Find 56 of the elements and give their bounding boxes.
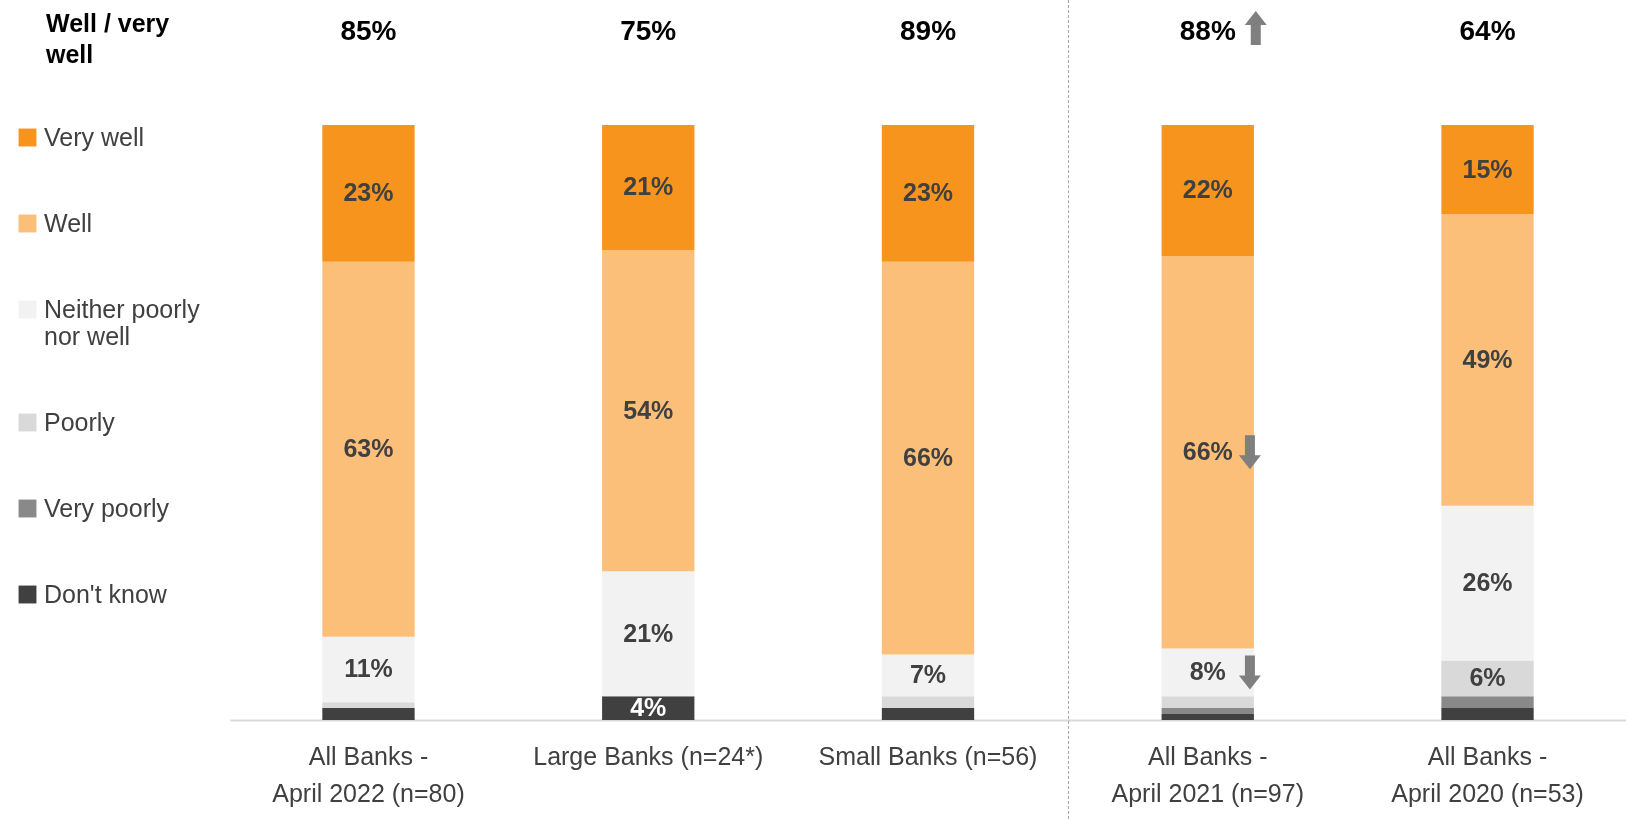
data-label: 21% xyxy=(623,618,674,647)
bar xyxy=(881,261,975,655)
x-tick-label: All Banks - April 2021 (n=97) xyxy=(1111,741,1304,807)
bar xyxy=(1161,255,1254,649)
bar xyxy=(1441,696,1534,709)
legend-label: Don't know xyxy=(44,579,168,608)
bar xyxy=(1441,214,1534,506)
text: 85% xyxy=(340,15,397,46)
bar xyxy=(322,708,415,720)
bar xyxy=(602,249,695,572)
data-label: 54% xyxy=(623,395,674,424)
data-label: 49% xyxy=(1462,345,1513,374)
data-label: 4% xyxy=(630,693,667,722)
text: 64% xyxy=(1459,15,1516,46)
data-label: 26% xyxy=(1462,568,1513,597)
data-label: 7% xyxy=(909,660,947,689)
bar xyxy=(602,125,695,250)
text: 89% xyxy=(899,15,957,46)
bar xyxy=(322,125,415,262)
x-tick-label: Small Banks (n=56) xyxy=(818,741,1038,770)
x-tick-label: All Banks - April 2020 (n=53) xyxy=(1391,741,1584,807)
data-label: 11% xyxy=(344,654,393,683)
bar xyxy=(602,571,695,697)
data-label: 23% xyxy=(343,178,394,207)
data-label: 63% xyxy=(343,434,394,463)
bar xyxy=(1441,708,1534,720)
data-label: 22% xyxy=(1182,175,1233,204)
bar xyxy=(322,636,415,703)
x-tick-label: Large Banks (n=24*) xyxy=(533,741,764,770)
x-tick-label: All Banks - April 2022 (n=80) xyxy=(272,741,465,807)
data-label: 21% xyxy=(623,172,674,201)
data-label: 66% xyxy=(902,443,954,472)
legend-label: Very poorly xyxy=(44,493,170,522)
bar xyxy=(1441,505,1534,661)
bar xyxy=(1161,708,1254,715)
legend-label: Poorly xyxy=(44,407,116,436)
data-label: 23% xyxy=(902,178,954,207)
bar xyxy=(322,261,415,637)
bar xyxy=(881,708,975,720)
text: Well / very well xyxy=(46,8,171,70)
legend-label: Neither poorly nor well xyxy=(44,294,201,350)
bar xyxy=(881,696,975,709)
bar xyxy=(1441,125,1534,215)
legend-label: Very well xyxy=(44,122,145,151)
data-label: 15% xyxy=(1462,154,1513,183)
data-label: 66% xyxy=(1182,437,1233,466)
bar xyxy=(1161,696,1254,709)
bar xyxy=(322,702,415,709)
text: 88% xyxy=(1179,15,1236,46)
bar xyxy=(1161,125,1254,256)
text: 75% xyxy=(620,15,677,46)
bar xyxy=(881,125,975,262)
legend-label: Well xyxy=(44,208,93,237)
data-label: 8% xyxy=(1189,657,1226,686)
bar xyxy=(1161,714,1254,720)
data-label: 6% xyxy=(1469,663,1506,692)
